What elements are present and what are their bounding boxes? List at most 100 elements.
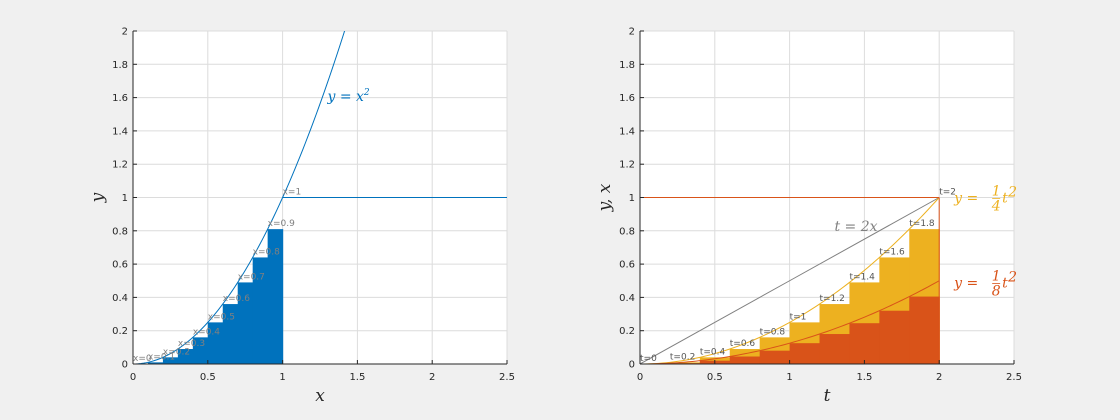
curve-label: y = x2 — [326, 88, 369, 105]
bar — [729, 356, 761, 364]
point-label: t=0.2 — [670, 352, 695, 362]
label-denominator: 8 — [992, 283, 1001, 299]
y-tick-label: 1.6 — [619, 93, 635, 104]
point-label: x=0.3 — [178, 339, 205, 349]
label-exp: 2 — [1007, 269, 1017, 285]
label-var: t — [1002, 275, 1008, 291]
point-label: x=0.2 — [163, 347, 190, 357]
label-exp: 2 — [1007, 185, 1017, 201]
point-label: x=0 — [133, 354, 152, 364]
point-labels: x=0x=0.1x=0.2x=0.3 x=0.4 x=0.5 x=0.6 x=0.7 x=… — [133, 188, 301, 365]
bar — [192, 337, 209, 364]
bar — [162, 357, 179, 364]
bar — [177, 349, 194, 364]
bar — [879, 310, 910, 364]
y-tick-label: 1.8 — [619, 60, 635, 71]
x-tick-label: 0.5 — [707, 372, 723, 383]
y-axis-label: y — [88, 192, 108, 203]
point-labels: t=0 t=0.2 t=0.4 t=0.6 t=0.8 t=1 t=1.2 t=1.4 t=1.… — [640, 188, 956, 365]
y-tick-label: 1.6 — [112, 93, 128, 104]
y-tick-label: 2 — [122, 27, 128, 38]
y-tick-label: 1.2 — [112, 160, 128, 171]
y-tick-label: 0.8 — [112, 226, 128, 237]
y-tick-label: 0 — [122, 360, 128, 371]
point-label: x=0.1 — [148, 352, 175, 362]
x-tick-label: 1 — [279, 372, 285, 383]
x-axis-label: x — [315, 386, 325, 406]
x-tick-label: 2 — [429, 372, 435, 383]
x-tick-label: 0.5 — [200, 372, 216, 383]
point-label: x=0.4 — [193, 327, 220, 337]
y-tick-label: 2 — [629, 27, 635, 38]
curve-upper — [640, 197, 940, 364]
bar — [849, 323, 880, 364]
x-tick-label: 1.5 — [349, 372, 365, 383]
upper-curve-label: y = 14 t 2 — [953, 184, 1017, 215]
grid-lines — [132, 30, 508, 365]
y-tick-label: 1 — [122, 193, 128, 204]
point-label: t=2 — [939, 188, 956, 198]
x-tick-label: 1.5 — [856, 372, 872, 383]
y-tick-label: 0.2 — [112, 326, 128, 337]
point-label: x=1 — [283, 188, 302, 198]
line-t-2x — [640, 197, 940, 364]
bar — [669, 362, 701, 364]
point-label: x=0.5 — [208, 312, 235, 322]
axes-frame-2: 0 0.5 1 1.5 2 2.500.20.40.60.811.21.41.61.82t… — [595, 27, 1022, 407]
point-label: t=0 — [640, 354, 657, 364]
bar — [147, 362, 164, 364]
bar-series-lower — [669, 296, 940, 364]
y-tick-label: 0 — [629, 360, 635, 371]
y-tick-label: 1 — [629, 193, 635, 204]
x-tick-label: 2.5 — [1006, 372, 1022, 383]
x-tick-label: 2.5 — [499, 372, 515, 383]
y-tick-label: 0.6 — [112, 260, 128, 271]
point-label: t=0.8 — [760, 327, 786, 337]
label-prefix: y = — [953, 275, 978, 291]
bar — [252, 257, 269, 364]
y-tick-label: 0.4 — [619, 293, 635, 304]
x-tick-label: 1 — [786, 372, 792, 383]
bar — [237, 282, 254, 364]
axes-frame-1: 0 0.5 1 1.5 2 2.5 0 0.2 0.4 0.6 0.8 1 1.2 1.4 1.6 1.8 2 x… — [88, 27, 515, 407]
label-var: t — [1002, 191, 1008, 207]
bar — [759, 350, 791, 364]
point-label: t=1.8 — [909, 219, 935, 229]
y-tick-label: 1.4 — [112, 126, 128, 137]
bar — [789, 343, 821, 364]
y-tick-label: 1.8 — [112, 60, 128, 71]
label-numerator: 1 — [992, 184, 1001, 200]
bar-series — [147, 229, 284, 364]
bar — [207, 322, 224, 364]
y-axis-label: y, x — [595, 183, 615, 212]
label-denominator: 4 — [991, 199, 1001, 215]
y-tick-label: 1.2 — [619, 160, 635, 171]
y-tick-label: 0.2 — [619, 326, 635, 337]
curve-lower — [640, 280, 940, 364]
point-label: t=1 — [790, 312, 807, 322]
plot-content-1 — [133, 31, 507, 364]
point-label: t=1.4 — [849, 272, 875, 282]
y-tick-label: 1.4 — [619, 126, 635, 137]
x-tick-label: 2 — [936, 372, 942, 383]
point-label: x=0.7 — [238, 272, 265, 282]
curve-y-x2 — [133, 31, 346, 364]
point-label: t=1.6 — [879, 247, 905, 257]
y-tick-label: 0.8 — [619, 226, 635, 237]
bar — [267, 229, 284, 364]
x-tick-label: 0 — [637, 372, 643, 383]
lower-curve-label: y = 18 t 2 — [953, 268, 1017, 299]
bar — [909, 296, 940, 364]
point-label: x=0.8 — [253, 247, 280, 257]
x-axis-label: t — [824, 386, 831, 406]
y-tick-label: 0.4 — [112, 293, 128, 304]
point-label: x=0.9 — [268, 219, 295, 229]
x-tick-label: 0 — [130, 372, 136, 383]
point-label: t=0.4 — [700, 347, 726, 357]
bar — [222, 304, 239, 364]
line-label: t = 2x — [834, 219, 877, 235]
plot-content-2 — [640, 197, 940, 364]
bar — [819, 334, 851, 364]
point-label: t=0.6 — [730, 339, 756, 349]
